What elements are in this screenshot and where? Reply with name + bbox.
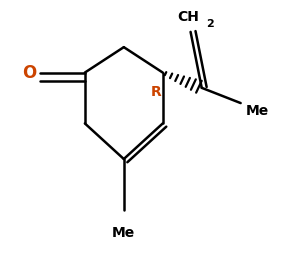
Text: Me: Me — [112, 226, 135, 240]
Text: Me: Me — [246, 104, 269, 118]
Text: O: O — [22, 63, 36, 81]
Text: R: R — [150, 85, 161, 99]
Text: 2: 2 — [206, 19, 214, 29]
Text: CH: CH — [177, 10, 199, 24]
